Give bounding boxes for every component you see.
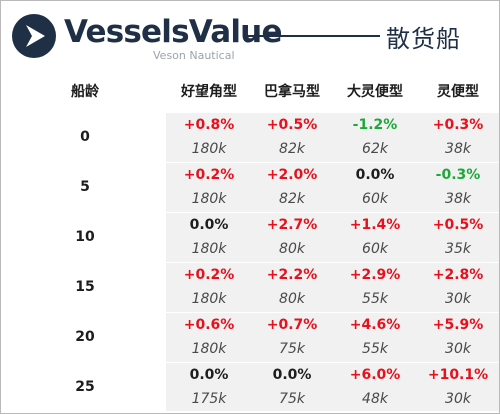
- column-header-panamax: 巴拿马型: [264, 84, 320, 100]
- price-change-cell: 0.0%: [272, 367, 312, 383]
- row-separator: [166, 362, 499, 363]
- brand-subtitle: Veson Nautical: [153, 49, 235, 62]
- price-change-cell: +0.8%: [183, 117, 235, 133]
- row-separator: [166, 262, 499, 263]
- vessel-value-cell: 35k: [445, 241, 471, 257]
- age-label: 10: [75, 229, 95, 245]
- age-label: 15: [75, 279, 95, 295]
- age-label: 25: [75, 379, 95, 395]
- vessel-value-cell: 60k: [362, 241, 388, 257]
- price-change-cell: +2.9%: [349, 267, 401, 283]
- price-change-cell: +6.0%: [349, 367, 401, 383]
- vessel-value-cell: 38k: [445, 191, 471, 207]
- price-change-cell: -1.2%: [352, 117, 398, 133]
- age-label: 0: [80, 129, 90, 145]
- vessel-value-cell: 180k: [191, 341, 227, 357]
- vessel-value-cell: 80k: [279, 241, 305, 257]
- price-change-cell: +2.7%: [266, 217, 318, 233]
- price-change-cell: +2.2%: [266, 267, 318, 283]
- vessel-value-cell: 30k: [445, 391, 471, 407]
- vessel-value-cell: 82k: [279, 141, 305, 157]
- age-label: 20: [75, 329, 95, 345]
- page-title: 散货船: [386, 25, 461, 53]
- price-change-cell: 0.0%: [189, 217, 229, 233]
- column-header-supramax: 大灵便型: [347, 84, 403, 100]
- price-change-cell: +2.0%: [266, 167, 318, 183]
- column-header-capesize: 好望角型: [181, 84, 237, 100]
- price-change-cell: -0.3%: [435, 167, 481, 183]
- price-change-cell: +1.4%: [349, 217, 401, 233]
- vessel-value-cell: 60k: [362, 191, 388, 207]
- vessel-value-cell: 175k: [191, 391, 227, 407]
- row-separator: [166, 212, 499, 213]
- price-change-cell: +0.2%: [183, 267, 235, 283]
- header-divider: [244, 35, 380, 37]
- price-change-cell: 0.0%: [355, 167, 395, 183]
- vessel-value-cell: 30k: [445, 291, 471, 307]
- age-column-header: 船龄: [71, 84, 99, 100]
- price-change-cell: +2.8%: [432, 267, 484, 283]
- row-separator: [166, 162, 499, 163]
- price-change-cell: +0.2%: [183, 167, 235, 183]
- vessel-value-cell: 48k: [362, 391, 388, 407]
- vessel-value-cell: 30k: [445, 341, 471, 357]
- price-change-cell: +4.6%: [349, 317, 401, 333]
- price-change-cell: +0.7%: [266, 317, 318, 333]
- vessel-value-cell: 180k: [191, 191, 227, 207]
- age-label: 5: [80, 179, 90, 195]
- vesselsvalue-logo-icon: [12, 14, 56, 58]
- vessel-value-cell: 38k: [445, 141, 471, 157]
- vessel-value-cell: 75k: [279, 391, 305, 407]
- vessel-value-cell: 180k: [191, 241, 227, 257]
- price-change-cell: +0.3%: [432, 117, 484, 133]
- vessel-value-cell: 55k: [362, 341, 388, 357]
- row-separator: [166, 312, 499, 313]
- brand-name: VesselsValue: [64, 14, 282, 50]
- vessel-value-cell: 80k: [279, 291, 305, 307]
- vessel-value-cell: 82k: [279, 191, 305, 207]
- price-change-cell: +0.5%: [266, 117, 318, 133]
- price-change-cell: +5.9%: [432, 317, 484, 333]
- vessel-value-cell: 180k: [191, 141, 227, 157]
- vessel-value-cell: 75k: [279, 341, 305, 357]
- price-change-cell: +10.1%: [427, 367, 489, 383]
- vessel-value-cell: 55k: [362, 291, 388, 307]
- price-change-cell: +0.5%: [432, 217, 484, 233]
- vessel-value-cell: 180k: [191, 291, 227, 307]
- price-change-cell: 0.0%: [189, 367, 229, 383]
- column-header-handysize: 灵便型: [437, 84, 479, 100]
- price-change-cell: +0.6%: [183, 317, 235, 333]
- vessel-value-cell: 62k: [362, 141, 388, 157]
